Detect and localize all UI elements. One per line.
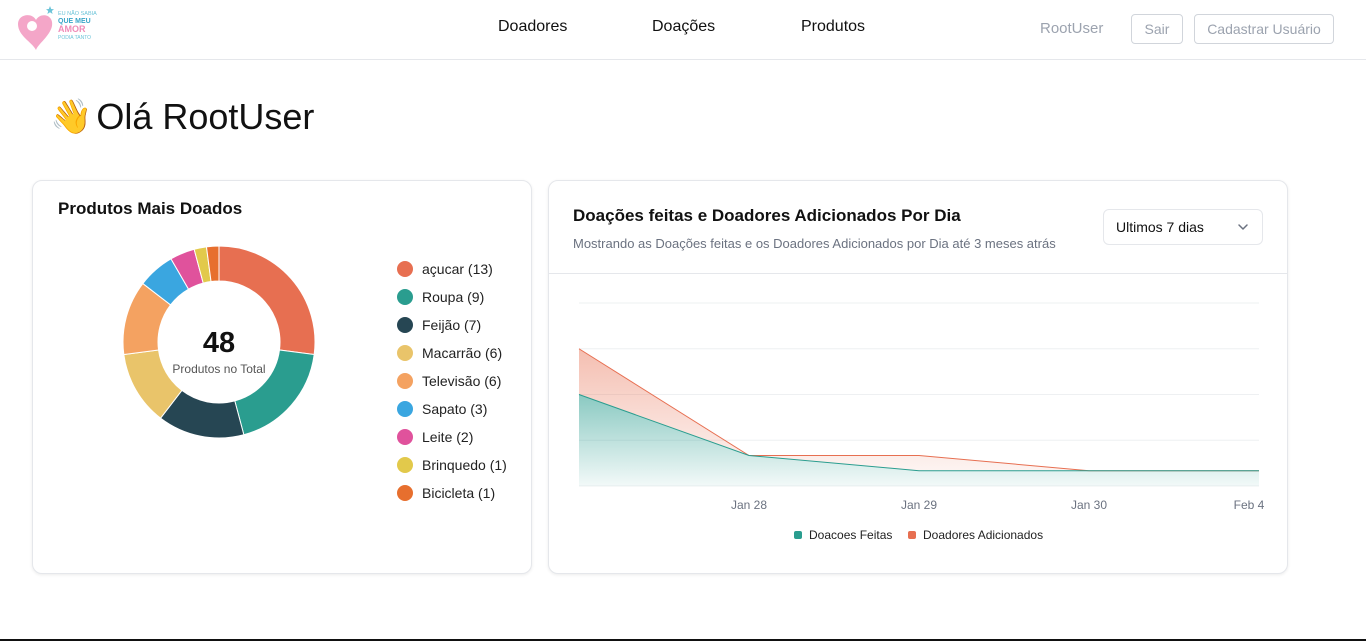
legend-item-5: Sapato (3) xyxy=(397,395,507,423)
line-doacoes xyxy=(578,394,1259,472)
legend-item-8: Bicicleta (1) xyxy=(397,479,507,507)
logo-text-line-1: EU NÃO SABIA xyxy=(58,10,97,17)
bottom-border xyxy=(0,639,1366,641)
donut-slice-8[interactable] xyxy=(205,245,220,283)
card-divider xyxy=(549,273,1287,274)
legend-item-4: Televisão (6) xyxy=(397,367,507,395)
legend-item-3: Macarrão (6) xyxy=(397,339,507,367)
logo[interactable]: EU NÃO SABIA QUE MEU AMOR PODIA TANTO xyxy=(14,4,104,54)
waving-hand-icon: 👋 xyxy=(50,98,93,136)
products-total-value: 48 xyxy=(202,327,236,359)
legend-dot xyxy=(397,345,413,361)
logout-button[interactable]: Sair xyxy=(1131,14,1183,44)
legend-item-doadores: Doadores Adicionados xyxy=(908,528,1043,542)
daily-area-chart: Jan 28 Jan 29 Jan 30 Feb 4 xyxy=(578,302,1265,512)
top-products-title: Produtos Mais Doados xyxy=(58,199,243,218)
legend-dot xyxy=(397,373,413,389)
legend-dot xyxy=(397,401,413,417)
range-select-value: Ultimos 7 dias xyxy=(1116,219,1204,235)
daily-donations-card: Doações feitas e Doadores Adicionados Po… xyxy=(548,180,1288,574)
greeting: 👋 Olá RootUser xyxy=(50,96,314,138)
legend-label: Feijão (7) xyxy=(422,317,482,333)
legend-item-6: Leite (2) xyxy=(397,423,507,451)
x-tick-label: Jan 29 xyxy=(901,498,937,512)
legend-label: Televisão (6) xyxy=(422,373,502,389)
legend-swatch-doacoes xyxy=(794,531,802,539)
products-legend: açucar (13) Roupa (9) Feijão (7) Macarrão (… xyxy=(397,255,507,507)
legend-label: Macarrão (6) xyxy=(422,345,503,361)
current-user-label: RootUser xyxy=(1040,20,1104,37)
logo-text-line-2: QUE MEU xyxy=(58,18,91,25)
products-total-label: Produtos no Total xyxy=(172,362,266,376)
range-select[interactable]: Ultimos 7 dias xyxy=(1103,209,1263,245)
legend-dot xyxy=(397,289,413,305)
register-user-button[interactable]: Cadastrar Usuário xyxy=(1194,14,1334,44)
legend-label-doadores: Doadores Adicionados xyxy=(923,528,1044,542)
daily-chart-subtitle: Mostrando as Doações feitas e os Doadore… xyxy=(573,236,1056,251)
legend-item-1: Roupa (9) xyxy=(397,283,507,311)
legend-dot xyxy=(397,317,413,333)
products-donut-chart xyxy=(122,245,316,439)
legend-dot xyxy=(397,261,413,277)
nav-doacoes[interactable]: Doações xyxy=(652,18,716,35)
legend-label: Leite (2) xyxy=(422,429,474,445)
legend-dot xyxy=(397,457,413,473)
top-products-card: Produtos Mais Doados 48 Produtos no Tota… xyxy=(32,180,532,574)
daily-chart-title: Doações feitas e Doadores Adicionados Po… xyxy=(573,206,961,225)
nav-produtos[interactable]: Produtos xyxy=(801,18,866,35)
top-navbar: EU NÃO SABIA QUE MEU AMOR PODIA TANTO Do… xyxy=(0,0,1366,60)
donut-slice-0[interactable] xyxy=(218,245,316,356)
chevron-down-icon xyxy=(1238,224,1248,230)
legend-label: Bicicleta (1) xyxy=(422,485,496,501)
legend-item-2: Feijão (7) xyxy=(397,311,507,339)
legend-label: Brinquedo (1) xyxy=(422,457,507,473)
legend-label-doacoes: Doacoes Feitas xyxy=(809,528,893,542)
x-tick-label: Jan 28 xyxy=(731,498,767,512)
area-doacoes xyxy=(579,394,1259,486)
legend-item-7: Brinquedo (1) xyxy=(397,451,507,479)
nav-doadores[interactable]: Doadores xyxy=(498,18,568,35)
logo-text-line-4: PODIA TANTO xyxy=(58,35,91,41)
greeting-title: Olá RootUser xyxy=(96,96,315,137)
legend-label: Sapato (3) xyxy=(422,401,488,417)
logo-text-line-3: AMOR xyxy=(58,24,86,34)
legend-item-doacoes: Doacoes Feitas xyxy=(794,528,892,542)
x-tick-label: Jan 30 xyxy=(1071,498,1107,512)
legend-dot xyxy=(397,485,413,501)
legend-label: açucar (13) xyxy=(422,261,493,277)
legend-label: Roupa (9) xyxy=(422,289,485,305)
legend-swatch-doadores xyxy=(908,531,916,539)
legend-item-0: açucar (13) xyxy=(397,255,507,283)
legend-dot xyxy=(397,429,413,445)
x-tick-label: Feb 4 xyxy=(1234,498,1265,512)
